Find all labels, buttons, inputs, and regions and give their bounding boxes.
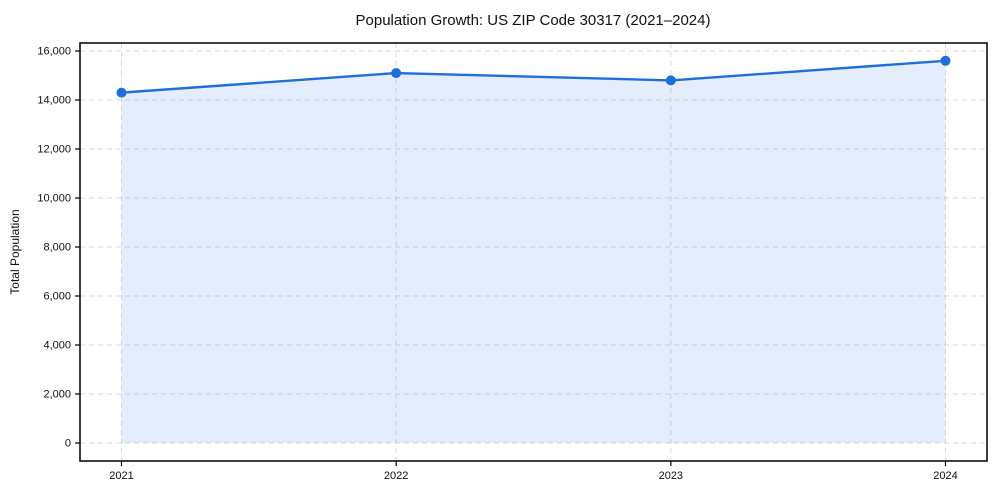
y-tick-label: 4,000	[43, 340, 71, 352]
trend-line	[120, 59, 947, 94]
y-tick-label: 14,000	[37, 95, 71, 107]
data-point-2024	[940, 55, 951, 66]
y-tick-label: 0	[65, 438, 71, 450]
y-tick-label: 10,000	[37, 193, 71, 205]
x-tick-label: 2023	[659, 470, 683, 482]
x-tick-label: 2024	[933, 470, 957, 482]
x-tick-label: 2021	[109, 470, 133, 482]
area-fill	[121, 60, 946, 444]
plot-area: 0 2,000 4,000 6,000 8,000 10,000 12,000 14,000 1…	[37, 42, 988, 482]
y-tick-label: 8,000	[43, 242, 71, 254]
chart-title: Population Growth: US ZIP Code 30317 (20…	[356, 12, 711, 29]
y-tick-label: 12,000	[37, 144, 71, 156]
data-point-2022	[391, 68, 402, 79]
x-tick-label: 2022	[384, 470, 408, 482]
y-tick-label: 16,000	[37, 46, 71, 58]
data-point-2021	[116, 87, 127, 98]
y-tick-label: 6,000	[43, 291, 71, 303]
y-tick-label: 2,000	[43, 389, 71, 401]
data-point-2023	[665, 75, 676, 86]
y-axis-label: Total Population	[8, 209, 22, 294]
plot-border	[79, 42, 988, 462]
